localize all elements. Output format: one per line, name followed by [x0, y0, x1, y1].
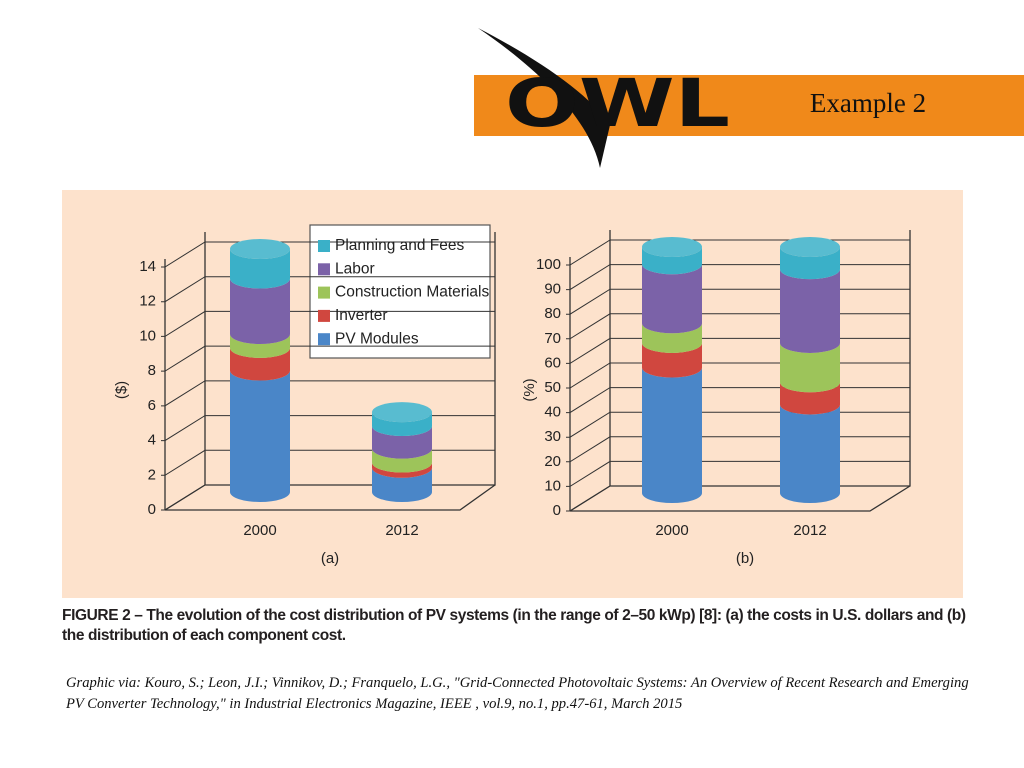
grid-line — [161, 415, 495, 442]
bar-segment — [230, 334, 290, 358]
bar-segment — [230, 347, 290, 381]
y-tick-label: 80 — [544, 305, 561, 322]
x-tick-label: 2012 — [793, 522, 826, 539]
y-tick-label: 70 — [544, 330, 561, 347]
citation: Graphic via: Kouro, S.; Leon, J.I.; Vinn… — [66, 675, 969, 712]
legend-label: Inverter — [335, 307, 388, 324]
bar-segment — [230, 249, 290, 289]
legend-label: PV Modules — [335, 330, 419, 347]
cylinder-top — [230, 239, 290, 259]
y-tick-label: 90 — [544, 281, 561, 298]
y-tick-label: 0 — [553, 502, 561, 519]
cylinder-top — [642, 237, 702, 257]
grid-line — [566, 337, 910, 364]
y-tick-label: 20 — [544, 453, 561, 470]
y-tick-label: 8 — [148, 362, 156, 379]
legend-swatch — [318, 309, 330, 322]
bar-segment — [372, 467, 432, 502]
legend-swatch — [318, 263, 330, 276]
bar-segment — [642, 247, 702, 275]
y-axis-label: (%) — [521, 378, 538, 401]
grid-line — [161, 449, 495, 476]
bar-segment — [372, 448, 432, 473]
bar-segment — [780, 404, 840, 503]
bar-segment — [230, 278, 290, 345]
bar-segment — [780, 247, 840, 280]
bar-segment — [372, 426, 432, 459]
chart-subtitle: (b) — [736, 550, 754, 567]
slide-graphics: OWL Example 2 0 2 4 6 8 10 12 14 ($) (a) 2000 2012 P… — [62, 28, 1024, 598]
y-tick-label: 6 — [148, 397, 156, 414]
bar-segment — [642, 323, 702, 353]
legend-swatch — [318, 240, 330, 252]
grid-line — [566, 436, 910, 463]
grid-line — [566, 411, 910, 438]
y-tick-label: 14 — [139, 258, 156, 275]
bar-segment — [642, 264, 702, 334]
y-axis-label: ($) — [113, 381, 130, 399]
x-tick-label: 2012 — [385, 522, 418, 539]
bar-segment — [780, 269, 840, 353]
y-tick-label: 12 — [139, 293, 156, 310]
y-tick-label: 60 — [544, 354, 561, 371]
y-tick-label: 100 — [536, 256, 561, 273]
bar-segment — [372, 462, 432, 478]
grid-line — [161, 484, 495, 511]
slide-title: Example 2 — [810, 88, 926, 118]
x-tick-label: 2000 — [655, 522, 688, 539]
cylinder-top — [780, 237, 840, 257]
chart-subtitle: (a) — [321, 550, 339, 567]
legend-label: Planning and Fees — [335, 237, 465, 254]
bar-segment — [642, 342, 702, 378]
grid-line — [566, 313, 910, 340]
grid-line — [566, 288, 910, 315]
grid-line — [566, 387, 910, 414]
grid-line — [161, 276, 495, 303]
grid-line — [566, 264, 910, 291]
grid-line — [566, 362, 910, 389]
bar-segment — [780, 342, 840, 393]
grid-line — [161, 241, 495, 268]
bar-segment — [780, 382, 840, 415]
y-tick-label: 0 — [148, 501, 156, 518]
x-tick-label: 2000 — [243, 522, 276, 539]
legend-swatch — [318, 333, 330, 346]
grid-line — [566, 485, 910, 512]
y-tick-label: 10 — [139, 327, 156, 344]
legend-label: Construction Materials — [335, 284, 489, 301]
figure-caption: FIGURE 2 – The evolution of the cost dis… — [62, 607, 966, 644]
grid-line — [566, 239, 910, 266]
bar-segment — [230, 370, 290, 502]
legend-label: Labor — [335, 260, 375, 277]
logo-swoosh — [478, 28, 610, 168]
grid-line — [161, 310, 495, 337]
legend-box — [309, 224, 491, 359]
y-tick-label: 4 — [148, 432, 156, 449]
legend-swatch — [318, 286, 330, 299]
y-tick-label: 50 — [544, 379, 561, 396]
bar-segment — [642, 367, 702, 503]
logo: OWL — [505, 65, 730, 142]
y-tick-label: 30 — [544, 428, 561, 445]
bar-segment — [372, 412, 432, 437]
grid-line — [161, 345, 495, 372]
grid-line — [566, 460, 910, 487]
cylinder-top — [372, 402, 432, 423]
y-tick-label: 40 — [544, 404, 561, 421]
y-tick-label: 10 — [544, 477, 561, 494]
grid-line — [161, 380, 495, 407]
y-tick-label: 2 — [148, 466, 156, 483]
